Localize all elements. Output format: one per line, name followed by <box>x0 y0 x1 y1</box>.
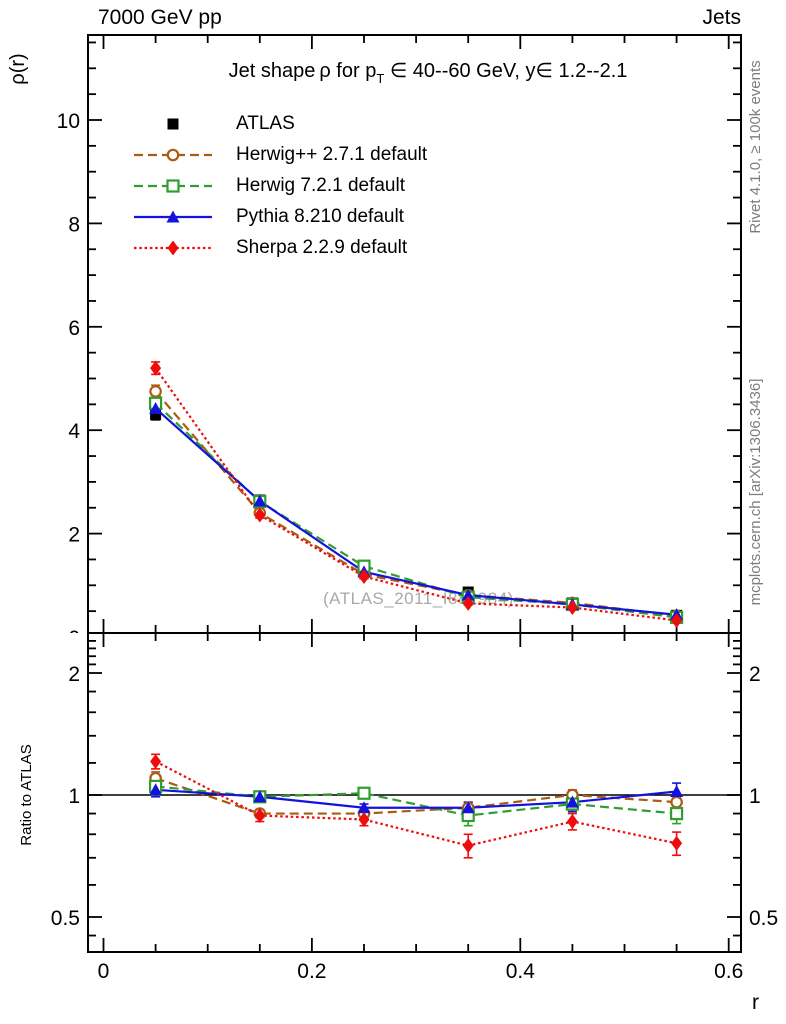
svg-text:4: 4 <box>68 420 80 443</box>
legend-item-herwig7: Herwig 7.2.1 default <box>132 170 427 201</box>
legend-item-herwigpp: Herwig++ 2.7.1 default <box>132 139 427 170</box>
svg-text:0.4: 0.4 <box>506 960 536 983</box>
header-process: Jets <box>702 6 741 29</box>
legend-item-atlas: ATLAS <box>132 108 427 139</box>
svg-text:10: 10 <box>57 110 80 133</box>
x-axis-label: r <box>752 991 759 1014</box>
svg-text:2: 2 <box>68 663 80 686</box>
legend-label-sherpa: Sherpa 2.2.9 default <box>236 236 408 258</box>
legend-label-herwigpp: Herwig++ 2.7.1 default <box>236 143 428 165</box>
rivet-version-note: Rivet 4.1.0, ≥ 100k events <box>747 60 764 234</box>
svg-text:6: 6 <box>68 317 80 340</box>
svg-text:0: 0 <box>68 627 80 650</box>
svg-text:0.5: 0.5 <box>51 907 80 930</box>
mcplots-arxiv-note: mcplots.cern.ch [arXiv:1306.3436] <box>747 378 764 606</box>
pythia-marker-icon <box>134 210 212 222</box>
plot-title: Jet shape ρ for pT ∈ 40--60 GeV, y∈ 1.2-… <box>150 58 706 86</box>
legend: ATLAS Herwig++ 2.7.1 default Herwig 7.2.… <box>132 108 427 263</box>
svg-text:1: 1 <box>68 785 80 808</box>
title-suffix: ∈ 40--60 GeV, y∈ 1.2--2.1 <box>384 60 628 82</box>
svg-text:2: 2 <box>68 524 80 547</box>
svg-text:0.5: 0.5 <box>749 907 778 930</box>
herwigpp-marker-icon <box>134 148 212 161</box>
svg-text:8: 8 <box>68 213 80 236</box>
svg-text:1: 1 <box>749 785 761 808</box>
svg-text:0.2: 0.2 <box>297 960 326 983</box>
ratio-y-axis-label: Ratio to ATLAS <box>18 744 35 846</box>
sherpa-marker-icon <box>134 240 212 255</box>
legend-item-sherpa: Sherpa 2.2.9 default <box>132 232 427 263</box>
main-y-axis-label: ρ(r) <box>7 53 29 85</box>
title-prefix: Jet shape ρ for p <box>228 60 377 82</box>
legend-label-atlas: ATLAS <box>236 112 295 134</box>
legend-label-pythia: Pythia 8.210 default <box>236 205 404 227</box>
herwig7-marker-icon <box>134 178 212 193</box>
svg-text:0.6: 0.6 <box>714 960 743 983</box>
svg-text:0: 0 <box>98 960 110 983</box>
legend-item-pythia: Pythia 8.210 default <box>132 201 427 232</box>
header-beam: 7000 GeV pp <box>98 6 222 29</box>
svg-text:2: 2 <box>749 663 761 686</box>
legend-label-herwig7: Herwig 7.2.1 default <box>236 174 405 196</box>
atlas-marker-icon <box>167 118 179 129</box>
title-subscript: T <box>376 71 385 86</box>
